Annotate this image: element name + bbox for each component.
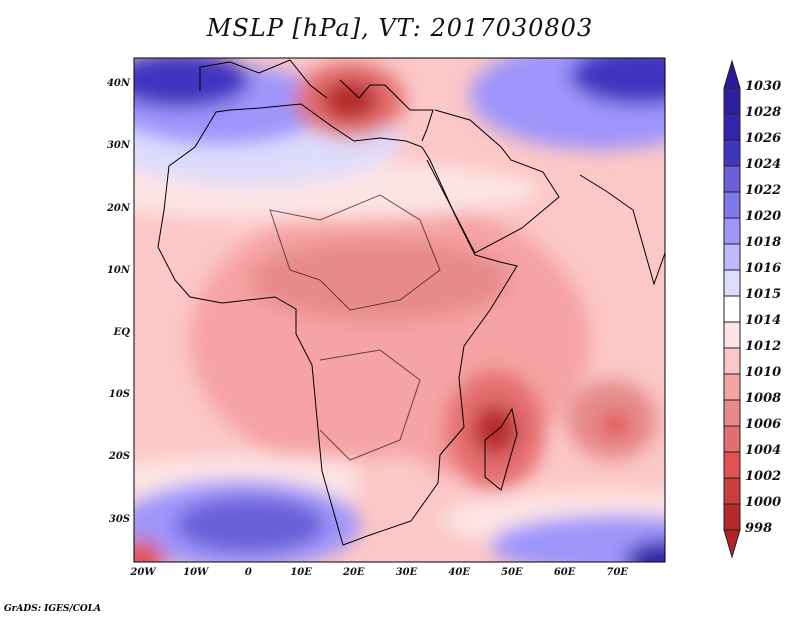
lat-label: 10S xyxy=(108,389,130,401)
colorbar-box xyxy=(723,113,741,141)
grads-credit: GrADS: IGES/COLA xyxy=(4,604,102,614)
colorbar-label: 1030 xyxy=(745,79,782,94)
colorbar-box xyxy=(723,373,741,401)
colorbar xyxy=(723,59,741,559)
colorbar-label: 1014 xyxy=(745,313,782,328)
lat-label: 40N xyxy=(106,78,130,90)
colorbar-box xyxy=(723,269,741,297)
lon-label: 0 xyxy=(244,567,252,578)
lat-label: 10N xyxy=(106,264,130,276)
colorbar-box xyxy=(723,139,741,167)
colorbar-label: 1002 xyxy=(745,469,782,484)
lon-label: 20W xyxy=(130,567,156,578)
colorbar-label: 1028 xyxy=(745,105,782,120)
plot-title: MSLP [hPa], VT: 2017030803 xyxy=(206,14,594,42)
colorbar-bottom-arrow xyxy=(723,529,741,559)
coastlines xyxy=(157,59,665,546)
colorbar-label: 1016 xyxy=(745,261,782,276)
lon-label: 30E xyxy=(395,567,418,578)
lon-label: 10W xyxy=(183,567,209,578)
colorbar-box xyxy=(723,399,741,427)
colorbar-label: 1020 xyxy=(745,209,782,224)
colorbar-box xyxy=(723,451,741,479)
lon-label: 40E xyxy=(448,567,470,578)
colorbar-label: 1012 xyxy=(745,339,782,354)
lon-label: 20E xyxy=(343,567,365,578)
colorbar-box xyxy=(723,217,741,245)
lat-label: 30N xyxy=(106,140,130,152)
colorbar-box xyxy=(723,191,741,219)
lon-label: 10E xyxy=(290,567,312,578)
colorbar-label: 1018 xyxy=(745,235,782,250)
colorbar-box xyxy=(723,321,741,349)
colorbar-box xyxy=(723,243,741,271)
colorbar-label: 1000 xyxy=(745,495,782,510)
lon-label: 50E xyxy=(501,567,523,578)
colorbar-label: 1006 xyxy=(745,417,782,432)
lat-label: 20N xyxy=(106,202,130,214)
colorbar-label: 1022 xyxy=(745,183,782,198)
colorbar-label: 998 xyxy=(745,521,773,536)
pressure-field xyxy=(134,58,665,562)
colorbar-box xyxy=(723,295,741,323)
colorbar-box xyxy=(723,165,741,193)
lat-label: EQ xyxy=(113,327,130,338)
map-frame xyxy=(133,57,666,563)
colorbar-label: 1010 xyxy=(745,365,782,380)
colorbar-label: 1026 xyxy=(745,131,782,146)
colorbar-label: 1015 xyxy=(745,287,782,302)
colorbar-label: 1004 xyxy=(745,443,782,458)
colorbar-box xyxy=(723,347,741,375)
colorbar-top-arrow xyxy=(723,59,741,89)
colorbar-label: 1008 xyxy=(745,391,782,406)
colorbar-box xyxy=(723,87,741,115)
colorbar-box xyxy=(723,425,741,453)
lon-label: 60E xyxy=(553,567,576,578)
lat-label: 30S xyxy=(108,513,130,525)
lat-label: 20S xyxy=(108,451,130,463)
lon-label: 70E xyxy=(606,567,629,578)
colorbar-label: 1024 xyxy=(745,157,782,172)
colorbar-box xyxy=(723,503,741,531)
colorbar-box xyxy=(723,477,741,505)
